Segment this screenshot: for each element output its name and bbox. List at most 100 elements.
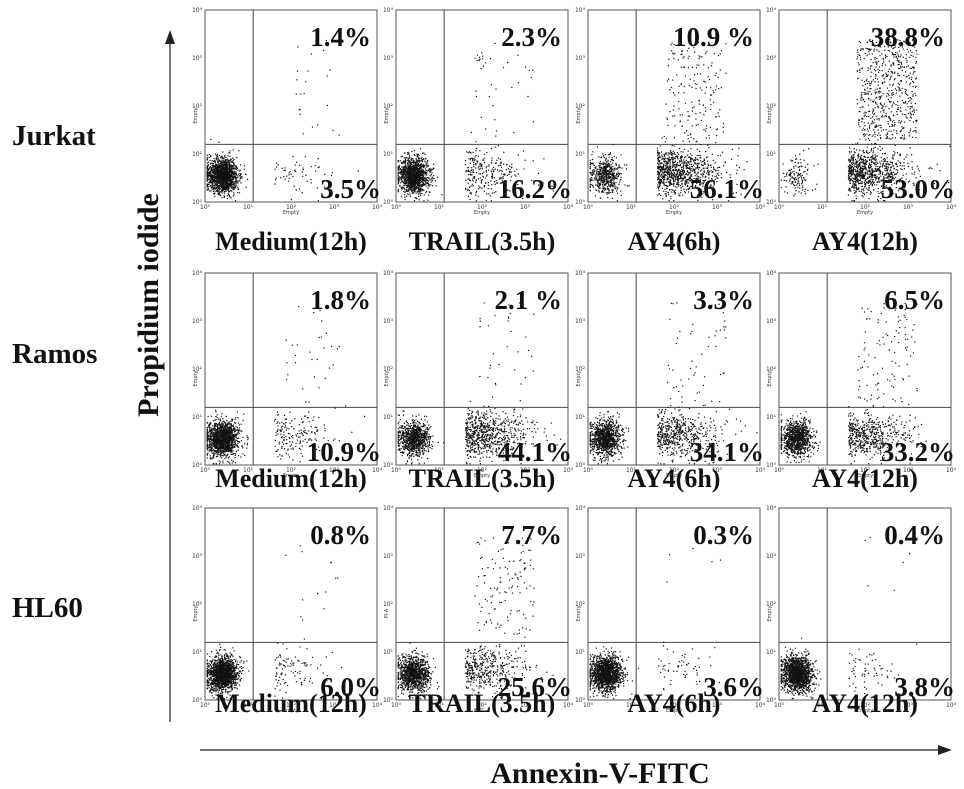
event-point (229, 180, 231, 182)
event-point (784, 191, 786, 193)
event-point (481, 168, 483, 170)
event-point (206, 159, 208, 161)
event-point (695, 67, 698, 69)
event-point (423, 152, 425, 154)
event-point (223, 164, 225, 167)
event-point (400, 172, 402, 174)
event-point (696, 162, 698, 164)
event-point (662, 198, 664, 200)
event-point (429, 171, 431, 173)
event-point (803, 159, 805, 161)
event-point (678, 164, 680, 167)
event-point (415, 178, 417, 180)
event-point (677, 158, 679, 160)
event-point (401, 175, 403, 177)
event-point (415, 164, 417, 166)
event-point (411, 173, 414, 175)
event-point (223, 185, 225, 187)
event-point (606, 193, 608, 195)
event-point (676, 74, 678, 76)
event-point (596, 175, 598, 177)
event-point (473, 161, 475, 163)
event-point (797, 178, 799, 180)
event-point (719, 155, 722, 157)
event-point (295, 93, 297, 95)
event-point (686, 179, 688, 181)
event-point (422, 165, 425, 167)
event-point (401, 181, 403, 183)
event-point (673, 145, 675, 147)
event-point (409, 155, 411, 157)
event-point (666, 179, 668, 181)
event-point (538, 184, 540, 186)
event-point (702, 176, 704, 178)
event-point (467, 178, 469, 180)
event-point (213, 169, 215, 171)
event-point (661, 137, 663, 139)
event-point (412, 176, 414, 178)
event-point (488, 193, 490, 195)
event-point (304, 156, 306, 158)
event-point (412, 165, 414, 167)
event-point (215, 158, 217, 160)
event-point (414, 177, 416, 179)
event-point (716, 175, 718, 177)
event-point (476, 147, 478, 150)
event-point (603, 165, 605, 168)
event-point (715, 72, 717, 74)
event-point (485, 171, 487, 173)
event-point (475, 164, 477, 166)
event-point (232, 182, 234, 184)
event-point (213, 160, 215, 162)
event-point (476, 162, 478, 164)
event-point (284, 169, 286, 172)
event-point (591, 184, 593, 186)
event-point (419, 190, 421, 192)
event-point (618, 173, 620, 175)
event-point (414, 174, 416, 177)
event-point (695, 158, 697, 160)
event-point (616, 173, 618, 175)
event-point (672, 166, 674, 168)
event-point (713, 166, 715, 168)
event-point (611, 197, 614, 199)
event-point (673, 105, 675, 107)
event-point (211, 181, 213, 183)
event-point (607, 172, 609, 174)
event-point (229, 185, 232, 187)
event-point (696, 164, 698, 166)
event-point (599, 165, 601, 167)
event-point (425, 177, 427, 179)
event-point (800, 192, 802, 194)
event-point (657, 155, 659, 157)
event-point (423, 180, 425, 182)
event-point (224, 177, 226, 179)
event-point (426, 177, 428, 179)
event-point (658, 152, 660, 154)
event-point (468, 179, 470, 181)
event-point (682, 57, 684, 59)
event-point (718, 174, 720, 176)
event-point (500, 169, 502, 172)
event-point (411, 186, 413, 188)
event-point (689, 180, 691, 182)
event-point (474, 177, 476, 179)
event-point (491, 175, 493, 177)
event-point (782, 172, 785, 174)
event-point (422, 170, 424, 172)
event-point (705, 128, 707, 130)
event-point (283, 176, 285, 178)
event-point (696, 73, 699, 75)
event-point (223, 174, 225, 176)
event-point (807, 168, 809, 170)
event-point (419, 184, 421, 186)
event-point (510, 167, 512, 169)
event-point (598, 177, 600, 179)
event-point (606, 161, 608, 163)
event-point (402, 168, 404, 170)
event-point (220, 157, 222, 159)
event-point (658, 178, 660, 180)
event-point (211, 179, 213, 181)
event-point (678, 185, 680, 187)
event-point (675, 175, 677, 177)
